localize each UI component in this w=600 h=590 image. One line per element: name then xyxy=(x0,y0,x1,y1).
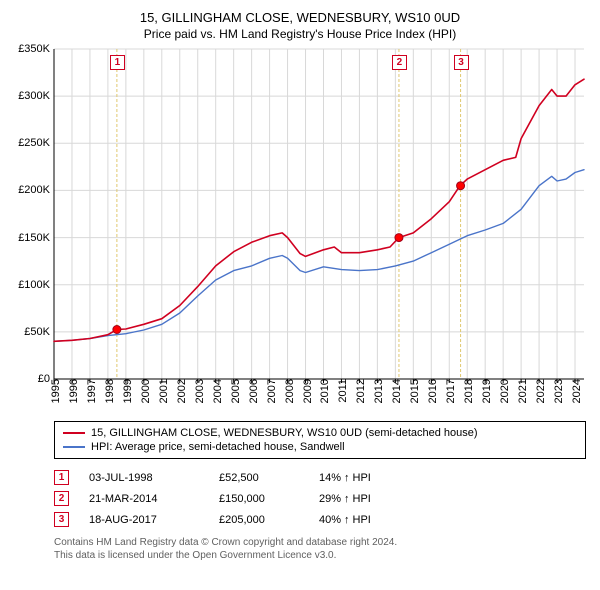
legend-swatch xyxy=(63,432,85,434)
event-row: 1 03-JUL-1998 £52,500 14%↑HPI xyxy=(54,467,586,488)
plot-svg xyxy=(54,49,584,379)
event-number-box: 2 xyxy=(54,491,69,506)
event-diff-pct: 40% xyxy=(319,514,341,526)
y-tick-label: £50K xyxy=(24,326,50,338)
arrow-up-icon: ↑ xyxy=(344,493,350,505)
event-marker-box: 1 xyxy=(110,55,125,70)
y-tick-label: £200K xyxy=(18,184,50,196)
event-diff-pct: 14% xyxy=(319,472,341,484)
x-tick-label: 2010 xyxy=(319,379,331,403)
event-price: £205,000 xyxy=(219,514,299,526)
event-row: 2 21-MAR-2014 £150,000 29%↑HPI xyxy=(54,488,586,509)
event-date: 21-MAR-2014 xyxy=(89,493,199,505)
x-tick-label: 2005 xyxy=(230,379,242,403)
events-table: 103-JUL-1998£52,50014%↑HPI221-MAR-2014£1… xyxy=(54,467,586,530)
y-tick-label: £300K xyxy=(18,90,50,102)
event-diff-pct: 29% xyxy=(319,493,341,505)
x-tick-label: 2006 xyxy=(248,379,260,403)
x-tick-label: 2022 xyxy=(535,379,547,403)
x-tick-label: 1998 xyxy=(104,379,116,403)
x-tick-label: 2007 xyxy=(266,379,278,403)
legend-label: 15, GILLINGHAM CLOSE, WEDNESBURY, WS10 0… xyxy=(91,427,478,439)
event-date: 03-JUL-1998 xyxy=(89,472,199,484)
event-number-box: 1 xyxy=(54,470,69,485)
event-marker-box: 3 xyxy=(454,55,469,70)
event-date: 18-AUG-2017 xyxy=(89,514,199,526)
chart-container: 15, GILLINGHAM CLOSE, WEDNESBURY, WS10 0… xyxy=(0,0,600,572)
y-tick-label: £350K xyxy=(18,43,50,55)
legend: 15, GILLINGHAM CLOSE, WEDNESBURY, WS10 0… xyxy=(54,421,586,459)
event-diff: 40%↑HPI xyxy=(319,514,371,526)
x-tick-label: 2004 xyxy=(212,379,224,403)
event-diff-label: HPI xyxy=(353,493,371,505)
legend-item: HPI: Average price, semi-detached house,… xyxy=(63,440,577,454)
x-tick-label: 1999 xyxy=(122,379,134,403)
x-tick-label: 2017 xyxy=(445,379,457,403)
y-tick-label: £0 xyxy=(38,373,50,385)
y-tick-label: £100K xyxy=(18,279,50,291)
x-tick-label: 2014 xyxy=(391,379,403,403)
title-block: 15, GILLINGHAM CLOSE, WEDNESBURY, WS10 0… xyxy=(14,10,586,41)
x-tick-label: 2009 xyxy=(302,379,314,403)
title-address: 15, GILLINGHAM CLOSE, WEDNESBURY, WS10 0… xyxy=(14,10,586,25)
x-tick-label: 2008 xyxy=(284,379,296,403)
arrow-up-icon: ↑ xyxy=(344,472,350,484)
event-price: £52,500 xyxy=(219,472,299,484)
x-tick-label: 2021 xyxy=(517,379,529,403)
legend-swatch xyxy=(63,446,85,448)
footnote-line-2: This data is licensed under the Open Gov… xyxy=(54,549,586,562)
y-tick-label: £150K xyxy=(18,232,50,244)
subtitle: Price paid vs. HM Land Registry's House … xyxy=(14,27,586,41)
x-tick-label: 2002 xyxy=(176,379,188,403)
x-tick-label: 1995 xyxy=(50,379,62,403)
x-tick-label: 1997 xyxy=(86,379,98,403)
x-tick-label: 2023 xyxy=(553,379,565,403)
x-tick-label: 2024 xyxy=(571,379,583,403)
plot-area: £0£50K£100K£150K£200K£250K£300K£350K1995… xyxy=(54,49,584,379)
x-tick-label: 2011 xyxy=(337,379,349,403)
event-marker-box: 2 xyxy=(392,55,407,70)
x-tick-label: 2001 xyxy=(158,379,170,403)
event-number-box: 3 xyxy=(54,512,69,527)
event-diff: 14%↑HPI xyxy=(319,472,371,484)
arrow-up-icon: ↑ xyxy=(344,514,350,526)
event-price: £150,000 xyxy=(219,493,299,505)
x-tick-label: 2020 xyxy=(499,379,511,403)
event-diff-label: HPI xyxy=(353,472,371,484)
footnote: Contains HM Land Registry data © Crown c… xyxy=(54,536,586,562)
x-tick-label: 2013 xyxy=(373,379,385,403)
event-diff: 29%↑HPI xyxy=(319,493,371,505)
y-tick-label: £250K xyxy=(18,137,50,149)
legend-label: HPI: Average price, semi-detached house,… xyxy=(91,441,345,453)
footnote-line-1: Contains HM Land Registry data © Crown c… xyxy=(54,536,586,549)
event-row: 3 18-AUG-2017 £205,000 40%↑HPI xyxy=(54,509,586,530)
x-tick-label: 2019 xyxy=(481,379,493,403)
x-tick-label: 2012 xyxy=(355,379,367,403)
x-tick-label: 2000 xyxy=(140,379,152,403)
x-tick-label: 2016 xyxy=(427,379,439,403)
x-tick-label: 2015 xyxy=(409,379,421,403)
x-tick-label: 2018 xyxy=(463,379,475,403)
legend-item: 15, GILLINGHAM CLOSE, WEDNESBURY, WS10 0… xyxy=(63,426,577,440)
event-diff-label: HPI xyxy=(353,514,371,526)
x-tick-label: 1996 xyxy=(68,379,80,403)
x-tick-label: 2003 xyxy=(194,379,206,403)
